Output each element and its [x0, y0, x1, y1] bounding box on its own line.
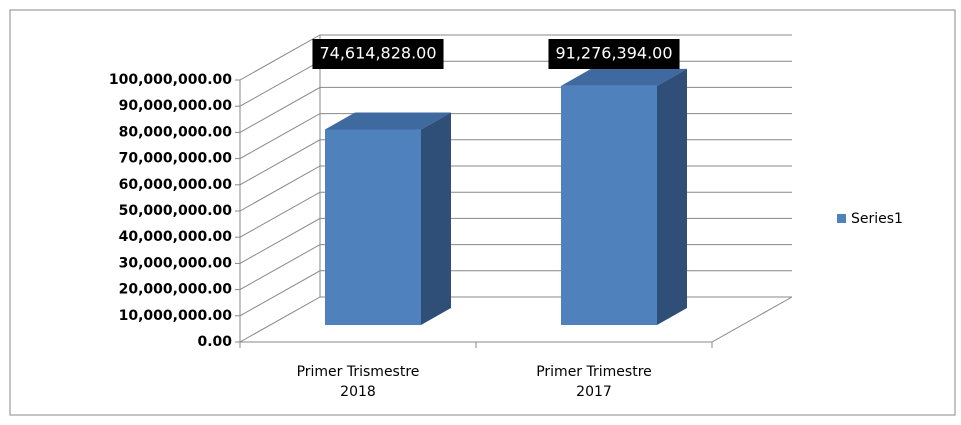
bar-side	[657, 68, 687, 326]
x-tick-label: Primer Trismestre 2018	[296, 364, 420, 400]
y-tick-label: 80,000,000.00	[119, 124, 233, 140]
bar	[561, 85, 657, 325]
y-tick-label: 0.00	[197, 334, 232, 350]
data-label-box	[548, 39, 680, 69]
y-tick-label: 20,000,000.00	[119, 282, 233, 298]
y-tick-label: 100,000,000.00	[109, 72, 232, 88]
data-label: 74,614,828.00	[319, 44, 436, 63]
legend-label: Series1	[851, 211, 903, 227]
bar-side	[421, 112, 451, 325]
bar-top	[561, 68, 687, 86]
y-tick-label: 40,000,000.00	[119, 229, 233, 245]
y-tick-label: 70,000,000.00	[119, 151, 233, 167]
grid-line	[239, 34, 792, 81]
y-tick-label: 50,000,000.00	[119, 203, 233, 219]
legend-swatch	[837, 214, 846, 223]
bar-top	[325, 112, 451, 130]
y-tick-label: 30,000,000.00	[119, 255, 233, 271]
chart-border	[9, 9, 956, 416]
y-tick-label: 60,000,000.00	[119, 177, 233, 193]
x-tick-label: Primer Trimestre 2017	[536, 364, 652, 400]
y-tick-label: 10,000,000.00	[119, 308, 233, 324]
data-label: 91,276,394.00	[555, 44, 672, 63]
y-tick-label: 90,000,000.00	[119, 98, 233, 114]
data-label-box	[312, 39, 444, 69]
bar	[325, 129, 421, 325]
